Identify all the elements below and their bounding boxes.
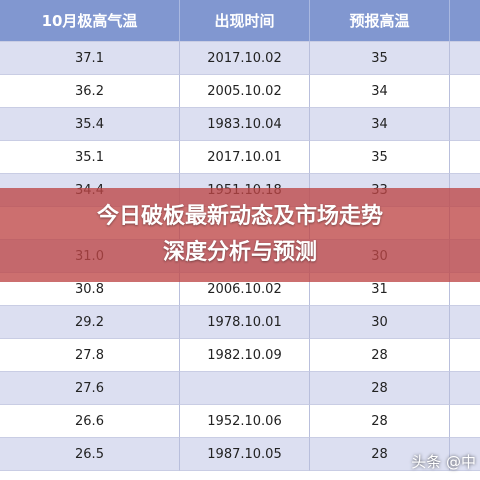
table-cell: 2017.10.02	[180, 42, 310, 75]
table-cell-empty	[450, 108, 480, 141]
table-cell-empty	[450, 372, 480, 405]
table-cell: 预报高温	[310, 0, 450, 42]
table-cell-empty	[450, 75, 480, 108]
table-cell: 出现时间	[180, 0, 310, 42]
table-cell-empty	[180, 372, 310, 405]
table-cell: 28	[310, 405, 450, 438]
table-cell-empty	[450, 339, 480, 372]
title-overlay: 今日破板最新动态及市场走势 深度分析与预测	[0, 188, 480, 282]
table-cell: 37.1	[0, 42, 180, 75]
table-cell: 1983.10.04	[180, 108, 310, 141]
table-cell: 26.6	[0, 405, 180, 438]
table-cell: 35	[310, 141, 450, 174]
watermark: 头条 @中	[411, 453, 476, 471]
table-cell-empty	[450, 306, 480, 339]
table-cell: 28	[310, 339, 450, 372]
table-cell: 26.5	[0, 438, 180, 471]
table-cell-empty	[450, 141, 480, 174]
table-cell: 1987.10.05	[180, 438, 310, 471]
table-cell: 1978.10.01	[180, 306, 310, 339]
table-cell: 2005.10.02	[180, 75, 310, 108]
table-cell: 35	[310, 42, 450, 75]
title-line: 今日破板最新动态及市场走势	[96, 204, 383, 229]
title-line: 深度分析与预测	[162, 240, 317, 265]
table-cell: 34	[310, 108, 450, 141]
table-cell: 10月极高气温	[0, 0, 180, 42]
table-cell: 35.1	[0, 141, 180, 174]
table-cell: 27.6	[0, 372, 180, 405]
table-cell: 2017.10.01	[180, 141, 310, 174]
table-cell-empty	[450, 405, 480, 438]
table-cell: 36.2	[0, 75, 180, 108]
table-cell: 1982.10.09	[180, 339, 310, 372]
table-cell-empty	[450, 0, 480, 42]
table-cell: 35.4	[0, 108, 180, 141]
table-cell: 27.8	[0, 339, 180, 372]
table-cell: 1952.10.06	[180, 405, 310, 438]
table-cell: 29.2	[0, 306, 180, 339]
table-cell: 28	[310, 438, 450, 471]
table-cell-empty	[450, 438, 480, 471]
table-cell: 34	[310, 75, 450, 108]
table-cell: 30	[310, 306, 450, 339]
table-cell-empty	[450, 42, 480, 75]
table-cell: 28	[310, 372, 450, 405]
